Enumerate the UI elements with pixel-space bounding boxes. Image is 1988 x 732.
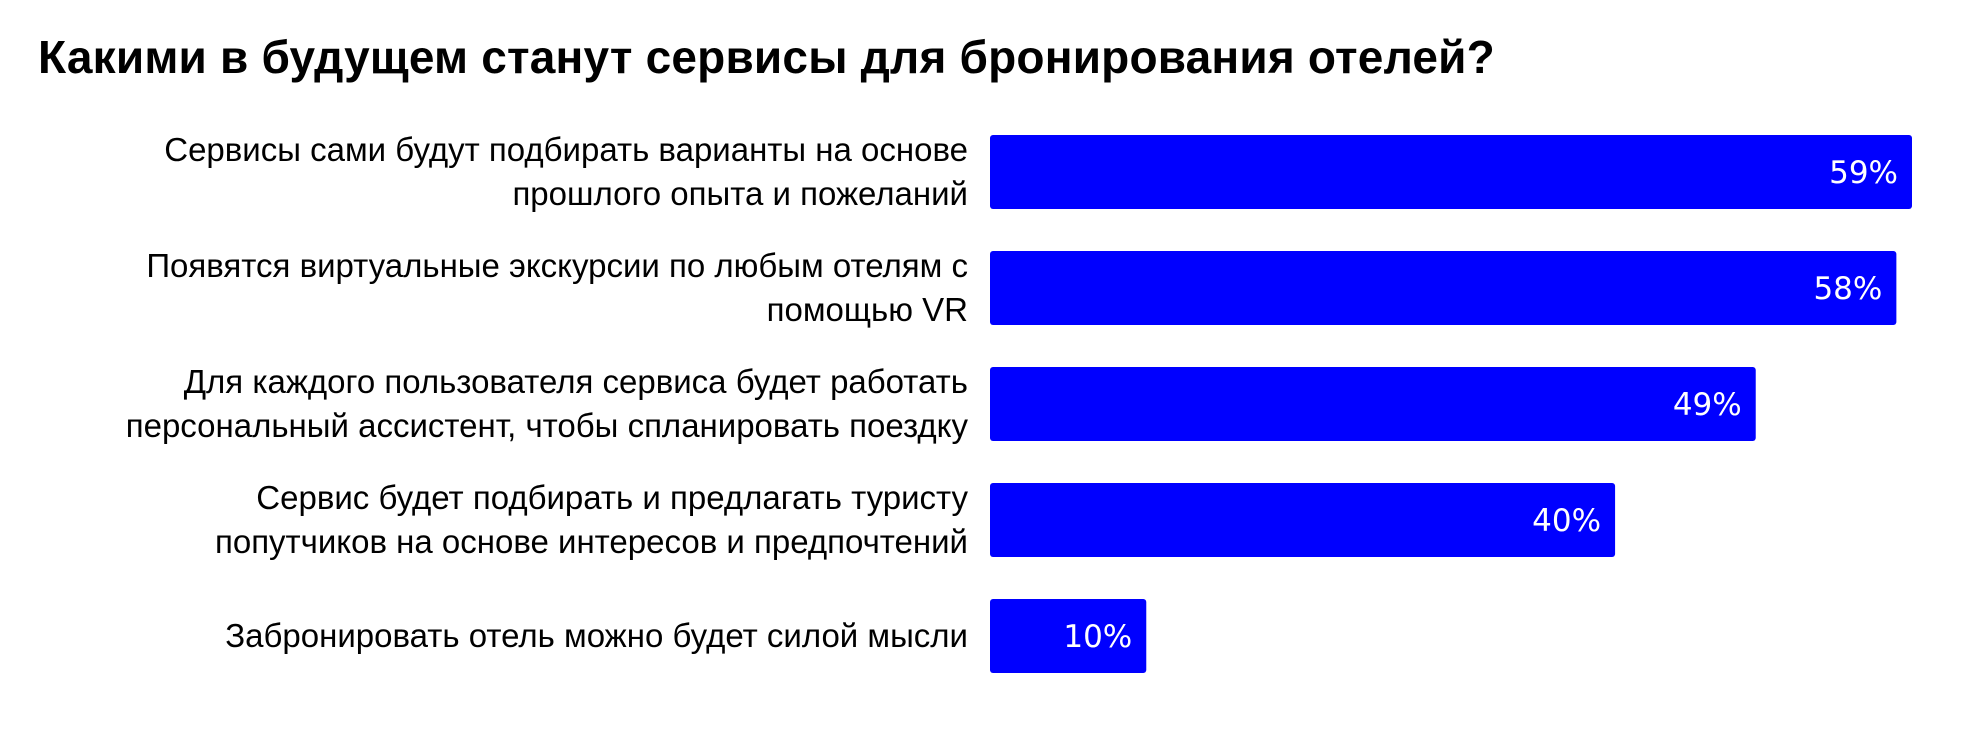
category-label-5-line-1: Забронировать отель можно будет силой мы…: [225, 617, 968, 654]
value-label-1: 59%: [1829, 155, 1898, 191]
bar-2: [990, 251, 1897, 325]
bar-5: [990, 599, 1147, 673]
category-label-2-line-2: помощью VR: [767, 291, 968, 328]
category-label-1-line-1: Сервисы сами будут подбирать варианты на…: [164, 131, 968, 168]
category-label-1-line-2: прошлого опыта и пожеланий: [512, 175, 968, 212]
bar-1: [990, 135, 1912, 209]
category-label-3-line-1: Для каждого пользователя сервиса будет р…: [184, 363, 968, 400]
value-label-4: 40%: [1532, 503, 1601, 539]
category-label-4-line-1: Сервис будет подбирать и предлагать тури…: [256, 479, 968, 516]
category-label-4-line-2: попутчиков на основе интересов и предпоч…: [215, 523, 968, 560]
category-label-2-line-1: Появятся виртуальные экскурсии по любым …: [146, 247, 968, 284]
bar-3: [990, 367, 1756, 441]
value-label-5: 10%: [1063, 619, 1132, 655]
value-label-2: 58%: [1813, 271, 1882, 307]
value-label-3: 49%: [1673, 387, 1742, 423]
category-label-3-line-2: персональный ассистент, чтобы спланирова…: [126, 407, 969, 444]
bar-4: [990, 483, 1616, 557]
chart-title: Какими в будущем станут сервисы для брон…: [38, 31, 1495, 83]
